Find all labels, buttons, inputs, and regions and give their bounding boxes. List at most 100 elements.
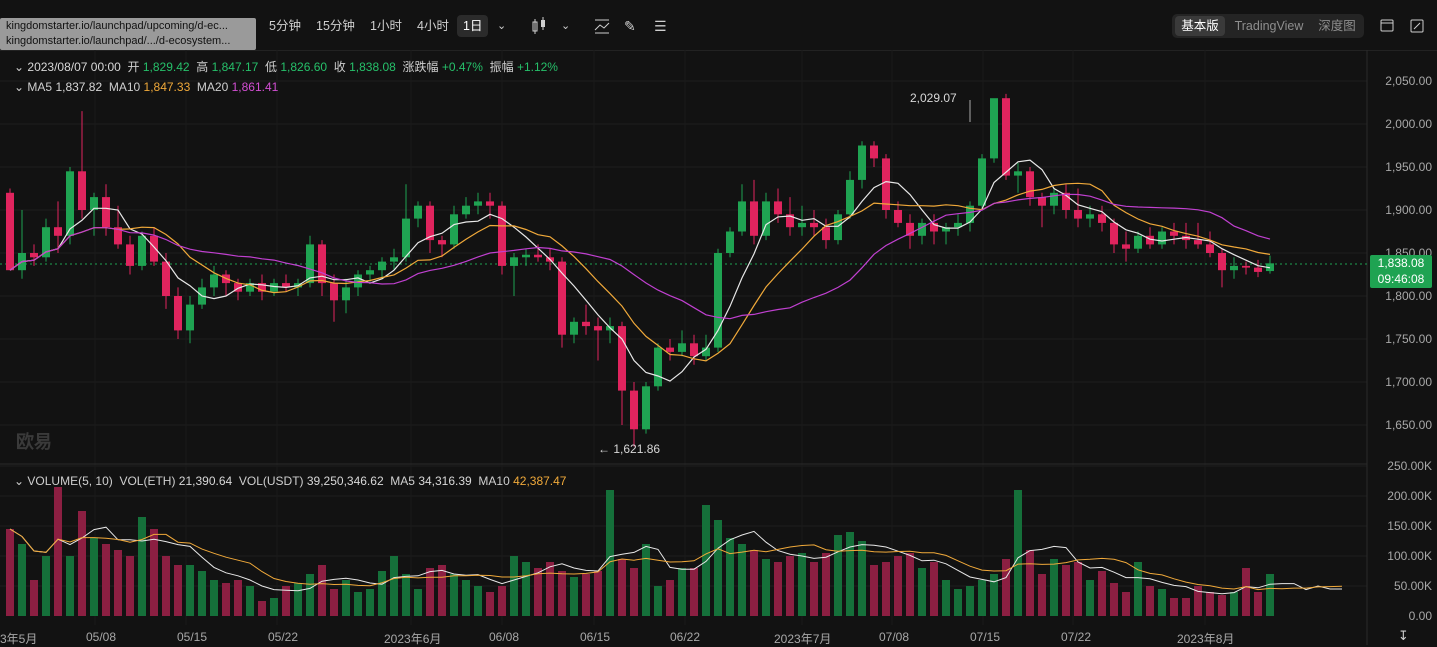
volume-bar	[618, 559, 626, 616]
collapse-chevron-icon[interactable]: ⌄	[14, 474, 25, 488]
volume-bar	[354, 592, 362, 616]
candle-body	[990, 98, 998, 159]
candle-body	[930, 222, 938, 232]
candle-body	[30, 253, 38, 258]
volume-bar	[1050, 559, 1058, 616]
candle-body	[966, 205, 974, 223]
settings-list-icon[interactable]: ☰	[654, 18, 667, 34]
candle-body	[834, 214, 842, 241]
candle-body	[1146, 235, 1154, 245]
timeframe-1h[interactable]: 1小时	[370, 19, 402, 33]
volume-bar	[1146, 586, 1154, 616]
volume-bar	[18, 544, 26, 616]
volume-bar	[810, 562, 818, 616]
view-tradingview[interactable]: TradingView	[1234, 19, 1304, 33]
candle-body	[126, 244, 134, 266]
timeframe-5min[interactable]: 5分钟	[269, 19, 301, 33]
volume-bar	[510, 556, 518, 616]
timeframe-4h[interactable]: 4小时	[417, 19, 449, 33]
x-tick: 07/08	[879, 630, 910, 644]
candle-body	[498, 205, 506, 266]
candle-body	[306, 244, 314, 284]
ma10-value: 1,847.33	[143, 80, 191, 94]
collapse-chevron-icon[interactable]: ⌄	[14, 60, 25, 74]
candle-body	[702, 347, 710, 357]
volume-bar	[246, 586, 254, 616]
candle-body	[630, 390, 638, 430]
candle-body	[474, 201, 482, 206]
candle-body	[1266, 263, 1274, 272]
candle-body	[810, 222, 818, 228]
candle-body	[102, 197, 110, 228]
volume-bar	[66, 556, 74, 616]
volume-bar	[978, 580, 986, 616]
candle-body	[462, 205, 470, 215]
close-label: 收	[333, 60, 346, 74]
ma20-line	[9, 193, 1271, 320]
volume-bar	[786, 556, 794, 616]
volume-bar	[534, 568, 542, 616]
volume-bar	[294, 583, 302, 616]
volume-bar	[90, 538, 98, 616]
volume-bar	[126, 556, 134, 616]
volume-bar	[402, 574, 410, 616]
scroll-end-icon[interactable]: ↧	[1398, 628, 1409, 643]
candle-body	[582, 321, 590, 327]
volume-bar	[318, 565, 326, 616]
volume-bar	[1218, 595, 1226, 616]
volume-bar	[378, 571, 386, 616]
candle-body	[354, 274, 362, 288]
candle-body	[618, 326, 626, 391]
volume-tick: 100.00K	[1387, 549, 1432, 563]
high-value: 1,847.17	[211, 60, 259, 74]
chevron-down-icon[interactable]: ⌄	[561, 20, 571, 32]
volume-info: ⌄ VOLUME(5, 10) VOL(ETH) 21,390.64 VOL(U…	[14, 474, 566, 488]
candle-body	[234, 283, 242, 292]
volume-bar	[1086, 580, 1094, 616]
x-tick: 2023年6月	[384, 632, 442, 646]
volume-bar	[1182, 598, 1190, 616]
candle-body	[510, 257, 518, 266]
indicator-icon[interactable]	[594, 15, 610, 37]
view-basic[interactable]: 基本版	[1175, 16, 1225, 36]
draw-pencil-icon[interactable]: ✎	[624, 18, 636, 34]
x-tick: 06/15	[580, 630, 611, 644]
ma10-line	[9, 182, 1271, 362]
candle-body	[570, 321, 578, 335]
volume-bar	[186, 565, 194, 616]
candle-body	[822, 227, 830, 241]
ma10-label: MA10	[108, 80, 141, 94]
timeframe-15min[interactable]: 15分钟	[316, 19, 355, 33]
candle-body	[246, 283, 254, 292]
window-icon[interactable]	[1380, 15, 1394, 37]
x-tick: 2023年8月	[1177, 632, 1235, 646]
volume-bar	[726, 538, 734, 616]
timeframe-1d[interactable]: 1日	[457, 15, 489, 37]
volume-bar	[162, 556, 170, 616]
view-depth[interactable]: 深度图	[1318, 19, 1356, 33]
close-value: 1,838.08	[349, 60, 396, 74]
volume-bar	[750, 550, 758, 616]
candle-body	[1050, 192, 1058, 206]
vol-eth-value: 21,390.64	[178, 474, 233, 488]
volume-bar	[678, 568, 686, 616]
volume-bar	[78, 511, 86, 616]
ma20-value: 1,861.41	[231, 80, 279, 94]
volume-bar	[954, 589, 962, 616]
fullscreen-icon[interactable]	[1410, 15, 1424, 37]
volume-bar	[342, 580, 350, 616]
volume-bar	[1230, 592, 1238, 616]
candle-type-icon[interactable]	[531, 15, 547, 37]
candle-body	[1206, 244, 1214, 253]
volume-bar	[426, 568, 434, 616]
volume-bar	[582, 574, 590, 616]
volume-bar	[498, 586, 506, 616]
candle-body	[798, 222, 806, 228]
vol-ma5-label: MA5	[390, 474, 415, 488]
price-tick: 1,750.00	[1385, 332, 1432, 346]
collapse-chevron-icon[interactable]: ⌄	[14, 80, 25, 94]
dropdown-chevron-icon[interactable]: ⌄	[497, 20, 507, 32]
top-toolbar: kingdomstarter.io/launchpad/upcoming/d-e…	[0, 0, 1437, 51]
vol-usdt-value: 39,250,346.62	[306, 474, 384, 488]
